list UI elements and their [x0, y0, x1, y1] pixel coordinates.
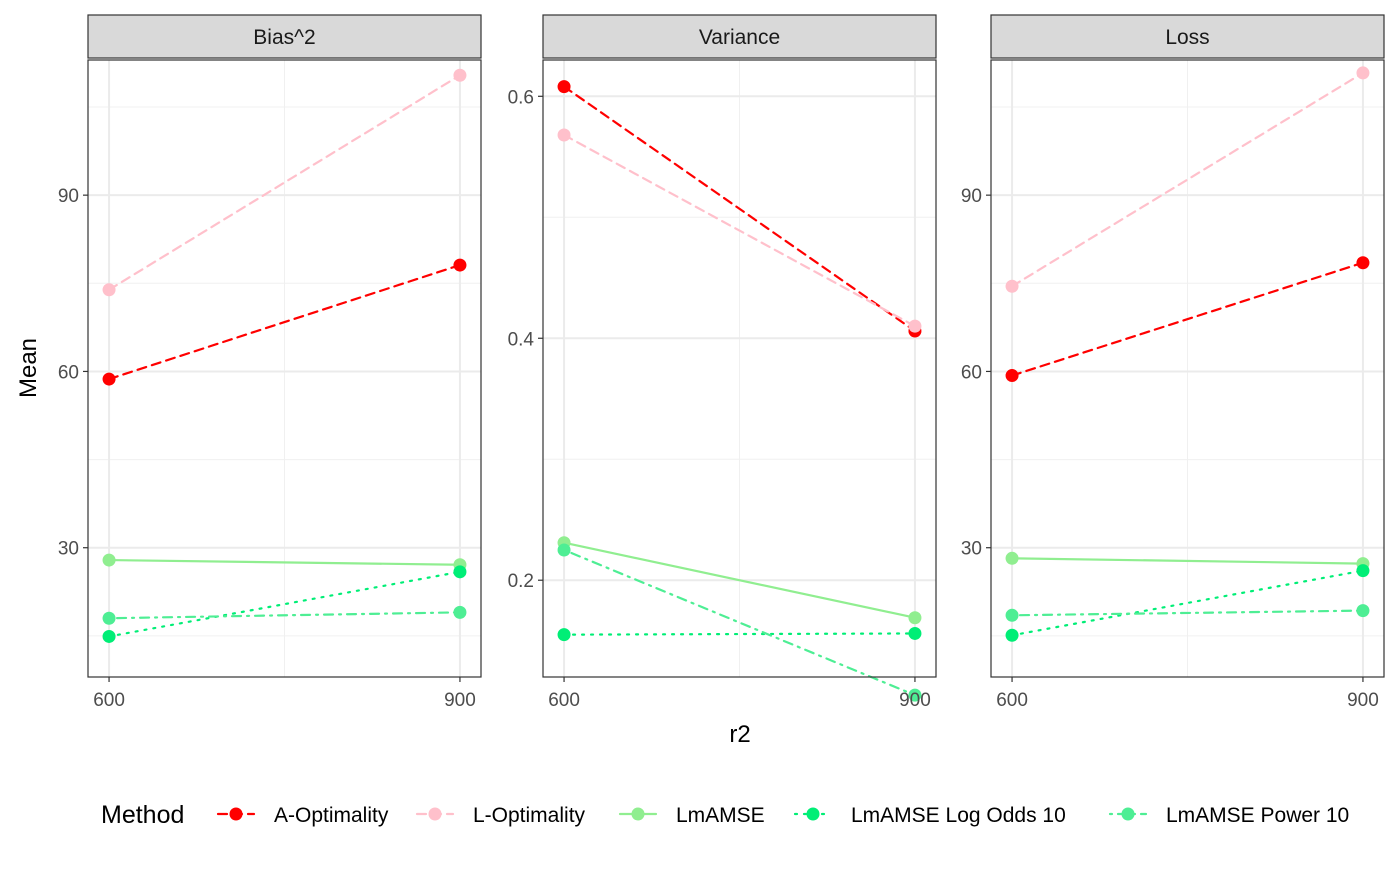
data-point [102, 283, 116, 297]
data-point [1356, 604, 1370, 618]
x-axis-title: r2 [729, 721, 750, 748]
series-line [562, 133, 917, 328]
data-point [1356, 66, 1370, 80]
data-point [908, 626, 922, 640]
series-line [562, 541, 917, 619]
facet-strip [87, 14, 482, 59]
legend-label: A-Optimality [274, 804, 389, 827]
legend-key-point [428, 807, 442, 821]
legend-key-point [229, 807, 243, 821]
facet-panels: Bias^2 30 60 90 600 900 Variance 0.2 0.4 0.6 600 90… [58, 14, 1385, 711]
x-tick-label: 600 [548, 690, 580, 711]
series-line [562, 548, 917, 697]
data-point [1356, 256, 1370, 270]
series-line [107, 570, 462, 638]
x-tick-label: 900 [1347, 690, 1379, 711]
data-point [557, 543, 571, 557]
series-line [107, 611, 462, 620]
x-tick-label: 900 [899, 690, 931, 711]
data-point [102, 611, 116, 625]
facet-strip-label: Variance [699, 26, 780, 49]
data-point [102, 629, 116, 643]
series-line [1010, 609, 1365, 617]
series-line [1010, 71, 1365, 288]
series-line [1010, 569, 1365, 637]
legend-title: Method [101, 801, 184, 829]
series-line [107, 558, 462, 566]
facet-strip [542, 14, 937, 59]
legend-label: LmAMSE [676, 804, 765, 827]
legend-label: L-Optimality [473, 804, 586, 827]
y-tick-label: 0.6 [508, 87, 534, 108]
y-tick-label: 0.4 [508, 329, 535, 350]
series-line [1010, 261, 1365, 377]
facet-strip-label: Loss [1165, 26, 1209, 49]
data-point [908, 611, 922, 625]
series-line [107, 263, 462, 381]
x-tick-label: 900 [444, 690, 476, 711]
data-point [1005, 279, 1019, 293]
facet-strip [990, 14, 1385, 59]
y-tick-label: 30 [961, 539, 982, 560]
data-point [1005, 551, 1019, 565]
facet-panel-bias-2: Bias^2 30 60 90 600 900 [58, 14, 482, 711]
facet-panel-variance: Variance 0.2 0.4 0.6 600 900 [508, 14, 937, 711]
legend-key-point [631, 807, 645, 821]
y-tick-label: 60 [961, 362, 982, 383]
legend-label: LmAMSE Log Odds 10 [851, 804, 1066, 827]
data-point [453, 605, 467, 619]
x-tick-label: 600 [93, 690, 125, 711]
series-line [1010, 557, 1365, 565]
data-point [557, 128, 571, 142]
y-tick-label: 90 [58, 186, 79, 207]
data-point [1005, 608, 1019, 622]
data-point [1005, 369, 1019, 383]
legend: Method A-Optimality L-Optimality LmAMSE LmA… [101, 801, 1349, 829]
data-point [908, 688, 922, 702]
data-point [1005, 628, 1019, 642]
data-point [453, 565, 467, 579]
facet-strip-label: Bias^2 [253, 26, 315, 49]
data-point [102, 553, 116, 567]
x-tick-label: 600 [996, 690, 1028, 711]
data-point [1356, 564, 1370, 578]
legend-label: LmAMSE Power 10 [1166, 804, 1349, 827]
data-point [908, 319, 922, 333]
facet-panel-loss: Loss 30 60 90 600 900 [961, 14, 1385, 711]
panel-border [542, 59, 937, 678]
y-axis-title: Mean [15, 338, 42, 398]
data-point [453, 68, 467, 82]
data-point [557, 628, 571, 642]
y-tick-label: 30 [58, 539, 79, 560]
y-tick-label: 90 [961, 186, 982, 207]
legend-key-point [806, 807, 820, 821]
panel-border [87, 59, 482, 678]
series-line [562, 85, 917, 333]
panel-border [990, 59, 1385, 678]
legend-key-point [1121, 807, 1135, 821]
data-point [557, 80, 571, 94]
series-line [107, 74, 462, 291]
y-tick-label: 60 [58, 362, 79, 383]
y-tick-label: 0.2 [508, 571, 534, 592]
data-point [453, 258, 467, 272]
data-point [102, 372, 116, 386]
